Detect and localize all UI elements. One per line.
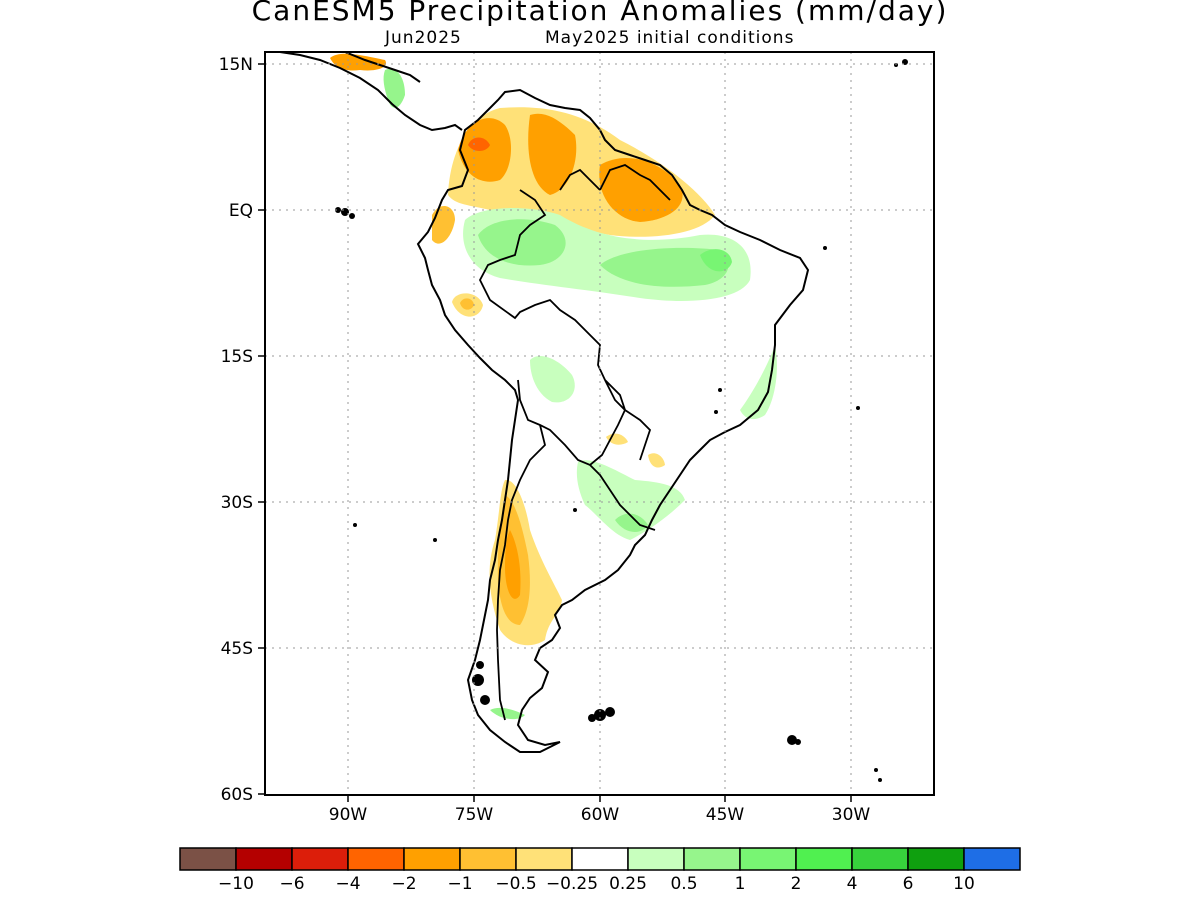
lat-label: 15N [219,55,253,75]
anomaly-east-brazil [740,345,777,420]
lat-label: 15S [221,347,253,367]
anomaly-patagonia-wet [490,707,525,720]
legend-swatch [907,847,965,871]
islands [335,59,908,782]
legend-swatch [179,847,237,871]
legend-swatch [627,847,685,871]
legend-swatch [347,847,405,871]
anomaly-amazon-wet-inner-west [478,219,566,266]
coastlines [279,52,810,753]
legend-label: 10 [953,874,975,894]
initial-conditions: May2025 initial conditions [545,28,795,48]
legend-label: 0.5 [670,874,697,894]
anomaly-amazon-wet-core [700,249,732,272]
lat-label: 30S [221,493,253,513]
legend-label: −2 [391,874,416,894]
latitude-labels: 15N EQ 15S 30S 45S 60S [219,55,253,805]
legend-label: 2 [791,874,802,894]
legend-swatch [403,847,461,871]
legend-label: −0.5 [495,874,536,894]
longitude-labels: 90W 75W 60W 45W 30W [329,805,871,825]
legend-label: 1 [735,874,746,894]
anomaly-field [330,53,777,720]
legend-swatch [963,847,1021,871]
legend-swatch [795,847,853,871]
legend-swatch [571,847,629,871]
legend-swatch [851,847,909,871]
lat-label: EQ [229,201,253,221]
anomaly-guianas [599,157,683,222]
anomaly-central-america-dry [330,53,386,71]
country-borders [478,164,671,721]
lon-label: 60W [581,805,620,825]
lon-label: 30W [832,805,871,825]
legend-label: −4 [335,874,360,894]
lon-label: 45W [706,805,745,825]
anomaly-colombia-core [468,137,490,152]
forecast-month: Jun2025 [385,28,462,48]
legend-label: −0.25 [546,874,598,894]
legend-swatch [683,847,741,871]
legend-swatch [515,847,573,871]
anomaly-peru-spot-core [460,298,474,310]
lat-label: 60S [221,785,253,805]
anomaly-south-brazil-dry [648,453,665,468]
anomaly-ecuador [432,205,455,244]
map-title: CanESM5 Precipitation Anomalies (mm/day) [251,0,949,27]
anomaly-venezuela [528,113,577,195]
anomaly-bolivia-wet [530,355,575,403]
lon-label: 90W [329,805,368,825]
legend-swatch [459,847,517,871]
anomaly-amazon-wet-inner-east [600,247,729,287]
anomaly-central-america-wet [383,68,405,108]
lon-label: 75W [455,805,494,825]
legend-label: 6 [903,874,914,894]
legend-swatch [235,847,293,871]
anomaly-andes-dry-core [505,530,521,599]
legend-swatch [739,847,797,871]
legend-label: 4 [847,874,858,894]
central-america-coastline [279,52,463,132]
gridlines [265,52,934,795]
legend-swatch [291,847,349,871]
anomaly-uruguay-wet [615,513,648,532]
legend-label: −6 [279,874,304,894]
color-legend: −10 −6 −4 −2 −1 −0.5 −0.25 0.25 0.5 1 2 4 6 10 [179,847,1021,894]
axis-ticks [258,63,852,802]
legend-label: −10 [218,874,254,894]
lat-label: 45S [221,639,253,659]
legend-label: −1 [447,874,472,894]
legend-label: 0.25 [609,874,647,894]
